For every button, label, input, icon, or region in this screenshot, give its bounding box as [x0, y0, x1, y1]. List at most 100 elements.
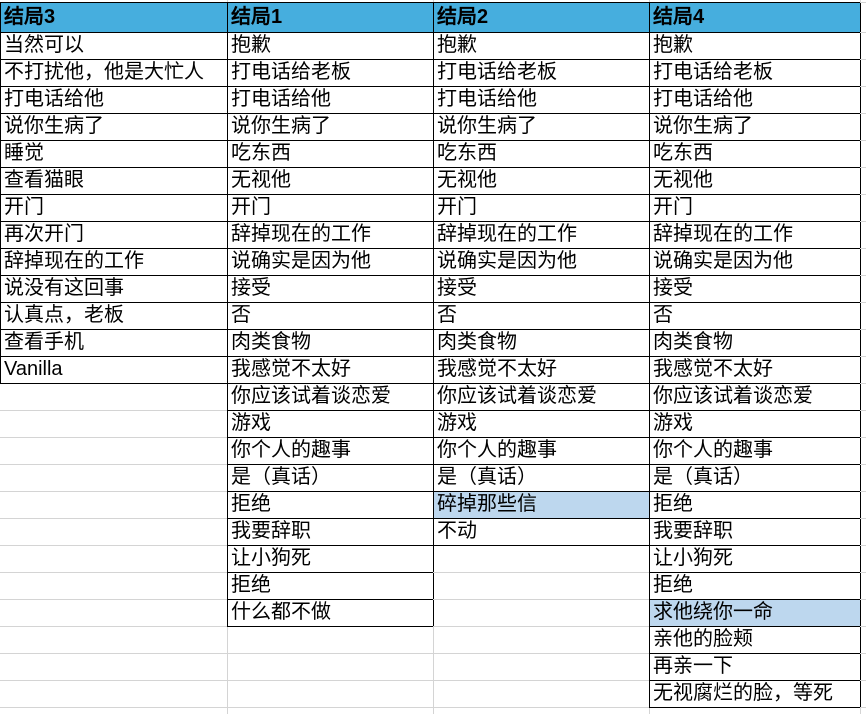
table-cell[interactable]: 说确实是因为他 — [433, 248, 649, 275]
table-cell[interactable]: 抱歉 — [227, 32, 433, 59]
table-cell[interactable]: 再亲一下 — [649, 653, 860, 680]
table-cell[interactable]: 你个人的趣事 — [433, 437, 649, 464]
table-cell[interactable]: 你应该试着谈恋爱 — [227, 383, 433, 410]
table-cell[interactable]: 肉类食物 — [227, 329, 433, 356]
table-cell[interactable]: 辞掉现在的工作 — [433, 221, 649, 248]
table-cell-highlighted[interactable]: 求他绕你一命 — [649, 599, 860, 626]
table-cell[interactable]: 辞掉现在的工作 — [227, 221, 433, 248]
table-cell[interactable]: 让小狗死 — [649, 545, 860, 572]
table-cell[interactable]: 说你生病了 — [227, 113, 433, 140]
table-cell[interactable]: 抱歉 — [649, 32, 860, 59]
table-cell[interactable]: 否 — [649, 302, 860, 329]
table-cell[interactable]: 否 — [227, 302, 433, 329]
table-cell[interactable]: 无视他 — [649, 167, 860, 194]
grid-line — [0, 410, 227, 411]
table-cell[interactable]: 接受 — [433, 275, 649, 302]
table-cell[interactable]: 再次开门 — [0, 221, 227, 248]
table-cell[interactable]: Vanilla — [0, 356, 227, 383]
table-cell[interactable]: 不动 — [433, 518, 649, 545]
table-cell[interactable]: 说你生病了 — [0, 113, 227, 140]
table-cell[interactable]: 我感觉不太好 — [227, 356, 433, 383]
cell-border — [433, 491, 649, 492]
cell-border — [227, 113, 433, 114]
table-cell[interactable]: 吃东西 — [227, 140, 433, 167]
table-cell[interactable]: 辞掉现在的工作 — [649, 221, 860, 248]
table-cell[interactable]: 开门 — [433, 194, 649, 221]
table-cell[interactable]: 无视他 — [433, 167, 649, 194]
table-cell[interactable]: 我感觉不太好 — [649, 356, 860, 383]
table-cell[interactable]: 让小狗死 — [227, 545, 433, 572]
table-cell[interactable]: 打电话给老板 — [227, 59, 433, 86]
table-cell[interactable]: 你个人的趣事 — [227, 437, 433, 464]
cell-border — [433, 221, 649, 222]
table-cell[interactable]: 说确实是因为他 — [227, 248, 433, 275]
table-cell[interactable]: 否 — [433, 302, 649, 329]
table-cell[interactable]: 吃东西 — [433, 140, 649, 167]
cell-border — [227, 572, 433, 573]
table-cell[interactable]: 我要辞职 — [649, 518, 860, 545]
table-cell[interactable]: 是（真话） — [227, 464, 433, 491]
table-cell[interactable]: 说你生病了 — [649, 113, 860, 140]
grid-line — [227, 680, 433, 681]
grid-line — [433, 626, 434, 714]
table-cell[interactable]: 开门 — [227, 194, 433, 221]
table-cell[interactable]: 打电话给老板 — [433, 59, 649, 86]
table-cell[interactable]: 说你生病了 — [433, 113, 649, 140]
table-cell[interactable]: 游戏 — [227, 410, 433, 437]
table-cell[interactable]: 接受 — [227, 275, 433, 302]
table-cell[interactable]: 游戏 — [649, 410, 860, 437]
table-cell[interactable]: 是（真话） — [649, 464, 860, 491]
column-header[interactable]: 结局2 — [433, 2, 649, 32]
table-cell[interactable]: 拒绝 — [649, 572, 860, 599]
grid-line — [0, 653, 227, 654]
grid-line — [860, 167, 866, 168]
cell-border — [227, 59, 433, 60]
grid-line — [860, 680, 866, 681]
table-cell[interactable]: 不打扰他，他是大忙人 — [0, 59, 227, 86]
table-cell[interactable]: 打电话给他 — [433, 86, 649, 113]
table-cell[interactable]: 我要辞职 — [227, 518, 433, 545]
table-cell[interactable]: 拒绝 — [227, 491, 433, 518]
grid-line — [227, 626, 228, 714]
table-cell[interactable]: 无视腐烂的脸，等死 — [649, 680, 860, 707]
table-cell[interactable]: 开门 — [649, 194, 860, 221]
table-cell[interactable]: 辞掉现在的工作 — [0, 248, 227, 275]
table-cell[interactable]: 亲他的脸颊 — [649, 626, 860, 653]
table-cell[interactable]: 查看猫眼 — [0, 167, 227, 194]
table-cell[interactable]: 肉类食物 — [433, 329, 649, 356]
cell-border — [227, 86, 433, 87]
table-cell[interactable]: 无视他 — [227, 167, 433, 194]
cell-border — [227, 518, 433, 519]
table-cell[interactable]: 你应该试着谈恋爱 — [433, 383, 649, 410]
table-cell[interactable]: 打电话给他 — [649, 86, 860, 113]
table-cell[interactable]: 肉类食物 — [649, 329, 860, 356]
table-cell[interactable]: 我感觉不太好 — [433, 356, 649, 383]
table-cell[interactable]: 什么都不做 — [227, 599, 433, 626]
column-header[interactable]: 结局1 — [227, 2, 433, 32]
table-cell[interactable]: 你个人的趣事 — [649, 437, 860, 464]
table-cell[interactable]: 查看手机 — [0, 329, 227, 356]
table-cell[interactable]: 当然可以 — [0, 32, 227, 59]
table-cell[interactable]: 打电话给老板 — [649, 59, 860, 86]
table-cell[interactable]: 吃东西 — [649, 140, 860, 167]
table-cell[interactable]: 拒绝 — [227, 572, 433, 599]
table-cell[interactable]: 睡觉 — [0, 140, 227, 167]
table-cell[interactable]: 打电话给他 — [0, 86, 227, 113]
column-header[interactable]: 结局4 — [649, 2, 860, 32]
table-cell[interactable]: 说没有这回事 — [0, 275, 227, 302]
table-cell[interactable]: 是（真话） — [433, 464, 649, 491]
cell-border — [433, 2, 649, 3]
table-cell[interactable]: 抱歉 — [433, 32, 649, 59]
table-cell[interactable]: 你应该试着谈恋爱 — [649, 383, 860, 410]
cell-border — [649, 248, 860, 249]
table-cell-highlighted[interactable]: 碎掉那些信 — [433, 491, 649, 518]
table-cell[interactable]: 认真点，老板 — [0, 302, 227, 329]
table-cell[interactable]: 接受 — [649, 275, 860, 302]
cell-border — [433, 2, 434, 626]
table-cell[interactable]: 游戏 — [433, 410, 649, 437]
column-header[interactable]: 结局3 — [0, 2, 227, 32]
table-cell[interactable]: 开门 — [0, 194, 227, 221]
table-cell[interactable]: 说确实是因为他 — [649, 248, 860, 275]
table-cell[interactable]: 打电话给他 — [227, 86, 433, 113]
table-cell[interactable]: 拒绝 — [649, 491, 860, 518]
